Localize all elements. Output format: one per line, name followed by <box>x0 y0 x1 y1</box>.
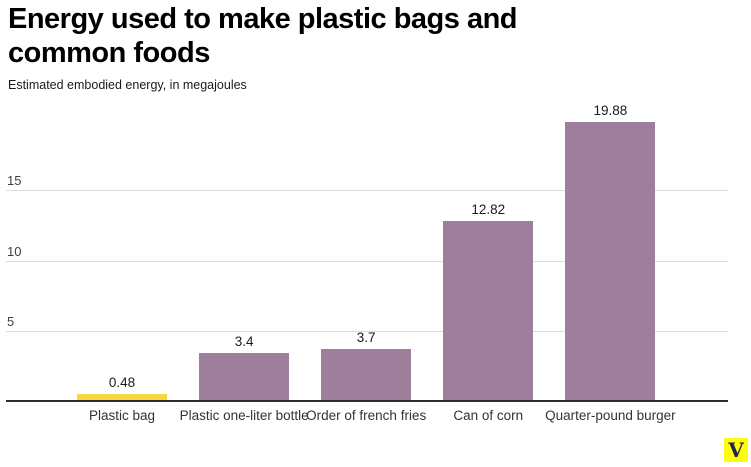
category-label-plastic-one-liter-bottle: Plastic one-liter bottle <box>179 408 309 423</box>
category-label-quarter-pound-burger: Quarter-pound burger <box>545 408 676 423</box>
bar-plastic-one-liter-bottle <box>199 353 290 401</box>
y-tick-label-15: 15 <box>7 173 22 189</box>
category-label-can-of-corn: Can of corn <box>453 408 524 423</box>
bar-plastic-bag <box>77 394 167 401</box>
bar-order-of-french-fries <box>321 349 412 401</box>
y-tick-label-10: 10 <box>7 243 22 259</box>
bar-value-plastic-bag: 0.48 <box>108 375 136 390</box>
vox-logo: V <box>724 438 748 462</box>
category-label-plastic-bag: Plastic bag <box>88 408 156 423</box>
gridline-10 <box>6 260 728 262</box>
gridline-5 <box>6 330 728 332</box>
chart-title: Energy used to make plastic bags and comm… <box>8 2 518 70</box>
chart-subtitle: Estimated embodied energy, in megajoules <box>8 78 247 92</box>
category-label-order-of-french-fries: Order of french fries <box>306 408 427 423</box>
vox-logo-letter: V <box>728 438 744 462</box>
bar-value-plastic-one-liter-bottle: 3.4 <box>234 334 254 349</box>
x-axis-line <box>6 400 728 402</box>
bar-value-can-of-corn: 12.82 <box>471 202 506 217</box>
y-tick-label-5: 5 <box>7 313 15 329</box>
bar-value-quarter-pound-burger: 19.88 <box>593 103 628 118</box>
chart-title-line-2: common foods <box>8 37 210 69</box>
bar-quarter-pound-burger <box>565 122 656 401</box>
bar-can-of-corn <box>443 221 534 401</box>
bar-value-order-of-french-fries: 3.7 <box>356 330 376 345</box>
gridline-15 <box>6 190 728 192</box>
chart-title-line-1: Energy used to make plastic bags and <box>8 3 518 35</box>
